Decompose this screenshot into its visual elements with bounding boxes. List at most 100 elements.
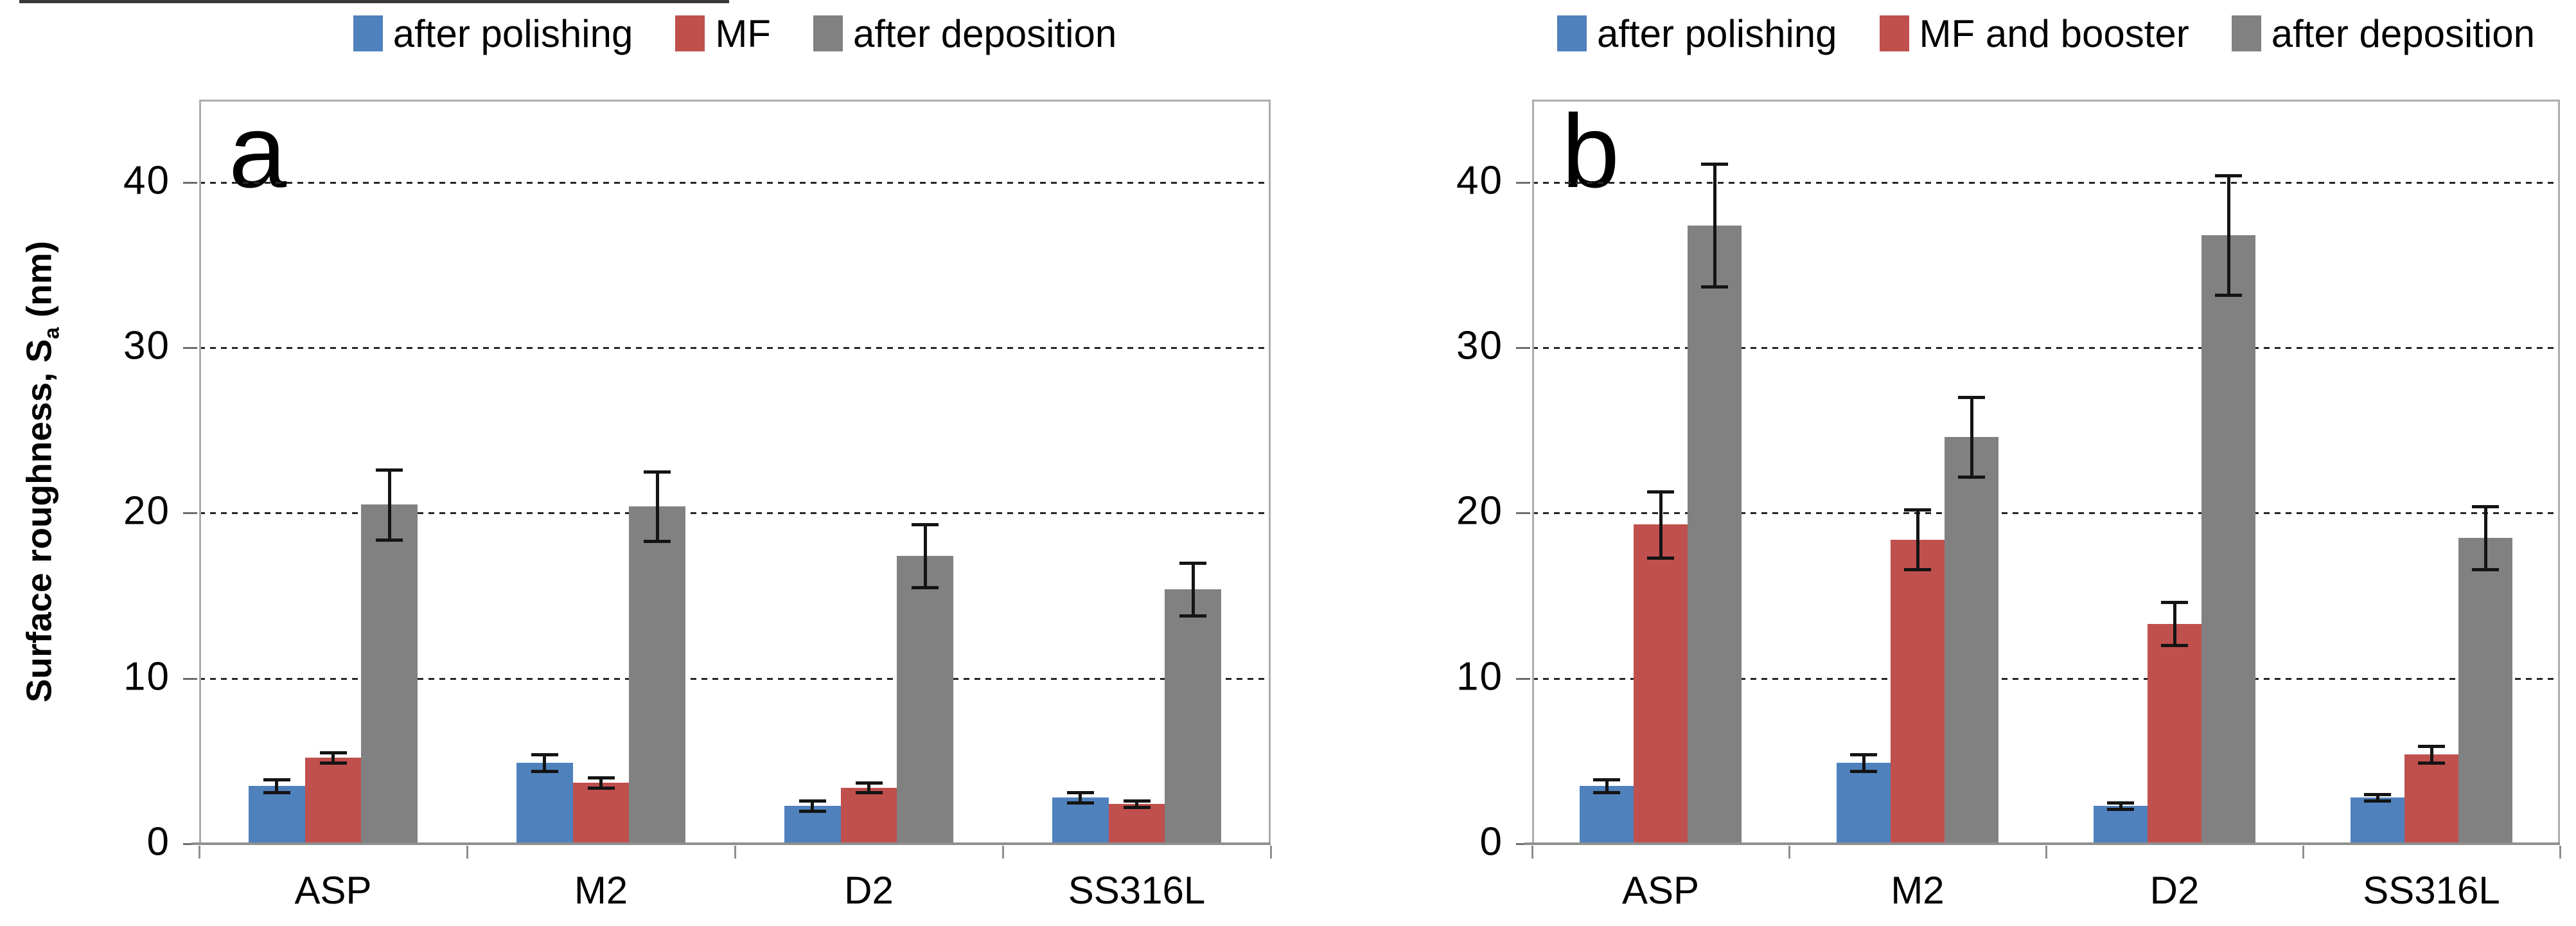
gridline-30 — [199, 347, 1271, 349]
error-bar-cap-top — [798, 799, 826, 803]
error-bar-cap-top — [855, 781, 883, 785]
legend-item: after deposition — [813, 12, 1116, 56]
error-bar-cap-bottom — [1066, 801, 1094, 805]
x-axis-tick — [1002, 846, 1004, 859]
error-bar-line — [1079, 792, 1082, 803]
error-bar-cap-bottom — [263, 791, 290, 795]
y-axis-tick-0 — [1516, 843, 1530, 845]
error-bar-line — [1659, 491, 1663, 558]
error-bar-cap-bottom — [1850, 769, 1877, 773]
plot-border-right — [1269, 100, 1271, 844]
error-bar-cap-bottom — [1647, 556, 1674, 560]
panel-a: after polishing MF after deposition a 0 10 2… — [123, 10, 1272, 912]
category-label-SS316L: SS316L — [2363, 869, 2500, 912]
error-bar-cap-top — [1647, 490, 1674, 494]
error-bar-line — [1605, 779, 1609, 793]
x-axis-tick — [466, 846, 468, 859]
category-label-D2: D2 — [844, 869, 894, 912]
error-bar-line — [867, 782, 870, 793]
error-bar-cap-bottom — [2418, 761, 2445, 765]
y-tick-label-10: 10 — [1456, 654, 1503, 699]
error-bar-cap-top — [263, 778, 290, 781]
error-bar-cap-bottom — [1593, 791, 1620, 795]
legend-label: MF and booster — [1919, 12, 2189, 55]
y-tick-label-20: 20 — [1456, 488, 1503, 533]
y-axis-tick-30 — [183, 347, 197, 349]
y-tick-label-40: 40 — [1456, 158, 1503, 203]
error-bar-line — [1191, 562, 1195, 616]
category-label-ASP: ASP — [1621, 869, 1700, 912]
error-bar-cap-top — [2215, 174, 2242, 178]
legend-item: after polishing — [353, 12, 633, 56]
y-tick-label-0: 0 — [146, 819, 170, 864]
gridline-10 — [1532, 677, 2560, 680]
legend-label: after polishing — [393, 12, 633, 55]
y-axis-tick-0 — [183, 843, 197, 845]
error-bar-line — [1713, 164, 1716, 287]
legend-label: after deposition — [852, 12, 1117, 55]
bar-ASP-1 — [1634, 524, 1688, 844]
error-bar-line — [1970, 397, 1973, 477]
error-bar-cap-top — [2418, 745, 2445, 749]
plot-border-top — [1532, 100, 2560, 102]
legend-swatch — [675, 15, 705, 51]
category-label-M2: M2 — [574, 869, 628, 912]
error-bar-line — [387, 470, 391, 540]
error-bar-cap-bottom — [855, 791, 883, 795]
y-tick-label-30: 30 — [1456, 323, 1503, 368]
x-axis-tick — [1531, 846, 1533, 859]
legend-label: after polishing — [1596, 12, 1837, 55]
bar-SS316L-0 — [1052, 797, 1109, 844]
legend-item: MF — [675, 12, 771, 56]
error-bar-cap-bottom — [2107, 807, 2134, 811]
bar-M2-0 — [1837, 762, 1891, 844]
error-bar-cap-top — [1066, 791, 1094, 795]
plot-area-b: b — [1532, 100, 2560, 844]
error-bar-cap-top — [644, 470, 671, 474]
x-axis-line — [191, 842, 1271, 845]
bar-M2-1 — [1891, 539, 1945, 844]
error-bar-line — [655, 472, 659, 542]
y-tick-label-30: 30 — [123, 323, 170, 368]
error-bar-cap-bottom — [587, 786, 615, 790]
bar-ASP-2 — [1688, 225, 1742, 844]
error-bar-cap-top — [2364, 792, 2391, 796]
bar-SS316L-0 — [2351, 797, 2404, 844]
error-bar-cap-bottom — [2364, 799, 2391, 803]
panel-b: after polishing MF and booster after depos… — [1288, 0, 2576, 926]
error-bar-line — [331, 752, 335, 763]
panel-letter-b: b — [1562, 93, 1620, 209]
error-bar-line — [2483, 506, 2487, 569]
plot-border-left — [199, 100, 201, 844]
panel-letter-a: a — [229, 93, 287, 209]
y-tick-label-0: 0 — [1479, 819, 1503, 864]
gridline-20 — [199, 512, 1271, 515]
bar-D2-0 — [2094, 805, 2148, 844]
plot-border-top — [199, 100, 1271, 102]
error-bar-cap-top — [376, 468, 403, 472]
legend-a: after polishing MF after deposition — [199, 10, 1271, 57]
error-bar-line — [2173, 602, 2176, 646]
legend-item: MF and booster — [1879, 12, 2189, 56]
error-bar-cap-bottom — [531, 769, 558, 773]
error-bar-cap-top — [319, 751, 347, 755]
x-axis-tick — [1270, 846, 1272, 859]
error-bar-cap-bottom — [644, 540, 671, 544]
legend-label: after deposition — [2271, 12, 2536, 55]
error-bar-cap-bottom — [1179, 614, 1207, 618]
error-bar-cap-top — [1701, 163, 1728, 166]
x-axis-tick — [2559, 846, 2561, 859]
top-edge-artifact-line — [19, 0, 729, 3]
bar-M2-1 — [572, 782, 630, 844]
error-bar-cap-top — [1123, 799, 1151, 803]
bar-SS316L-1 — [1108, 804, 1165, 844]
bar-M2-0 — [516, 762, 573, 844]
y-tick-label-40: 40 — [123, 158, 170, 203]
y-axis-tick-20 — [1516, 512, 1530, 515]
error-bar-cap-bottom — [2472, 567, 2499, 571]
gridline-40 — [199, 181, 1271, 184]
legend-swatch — [1879, 15, 1909, 51]
legend-swatch — [353, 15, 383, 51]
plot-area-a: a — [199, 100, 1271, 844]
error-bar-line — [2430, 746, 2433, 763]
